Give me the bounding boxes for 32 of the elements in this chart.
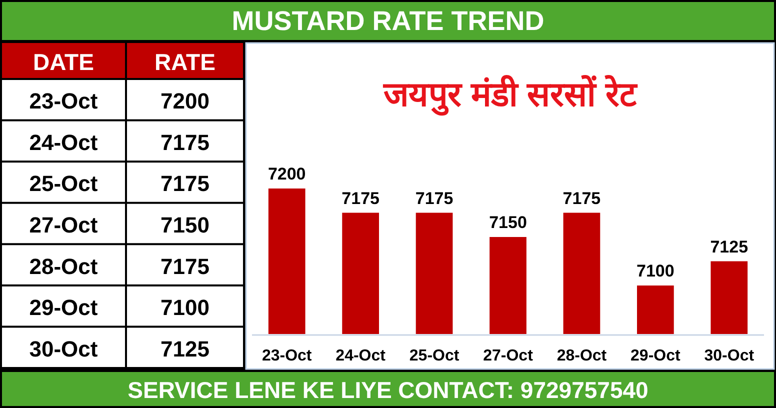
text: 28-Oct bbox=[29, 254, 98, 279]
text: 23-Oct bbox=[29, 88, 98, 114]
x-tick-label: 30-Oct bbox=[704, 347, 755, 364]
data-label: 7150 bbox=[489, 213, 527, 232]
x-tick-label: 24-Oct bbox=[336, 347, 386, 364]
x-tick-label: 23-Oct bbox=[262, 347, 312, 364]
x-tick-label: 25-Oct bbox=[409, 347, 460, 364]
text: 7125 bbox=[160, 336, 210, 362]
text: 29-Oct bbox=[29, 295, 98, 320]
text: 7100 bbox=[160, 295, 210, 320]
text: जयपुर मंडी सरसों रेट bbox=[382, 74, 639, 116]
x-tick-label: 29-Oct bbox=[630, 347, 681, 364]
text: 7175 bbox=[160, 171, 210, 196]
data-label: 7200 bbox=[268, 164, 306, 184]
data-label: 7175 bbox=[415, 188, 454, 208]
x-tick-label: 27-Oct bbox=[483, 347, 534, 364]
text: SERVICE LENE KE LIYE CONTACT: 9729757540 bbox=[128, 377, 648, 403]
data-label: 7175 bbox=[562, 188, 601, 208]
text: 7175 bbox=[160, 130, 210, 155]
data-label: 7100 bbox=[636, 262, 674, 280]
text: 27-Oct bbox=[29, 212, 98, 238]
text: 24-Oct bbox=[29, 130, 98, 155]
x-tick-label: 28-Oct bbox=[556, 347, 608, 364]
chart-title: MUSTARD RATE TREND bbox=[232, 6, 544, 36]
data-label: 7175 bbox=[342, 188, 380, 208]
text: 7150 bbox=[160, 212, 210, 238]
text: RATE bbox=[154, 49, 216, 75]
data-label: 7125 bbox=[710, 237, 748, 256]
text: 25-Oct bbox=[29, 171, 98, 196]
text: 7200 bbox=[160, 88, 210, 114]
text: DATE bbox=[33, 49, 94, 75]
text: 7175 bbox=[160, 254, 210, 279]
